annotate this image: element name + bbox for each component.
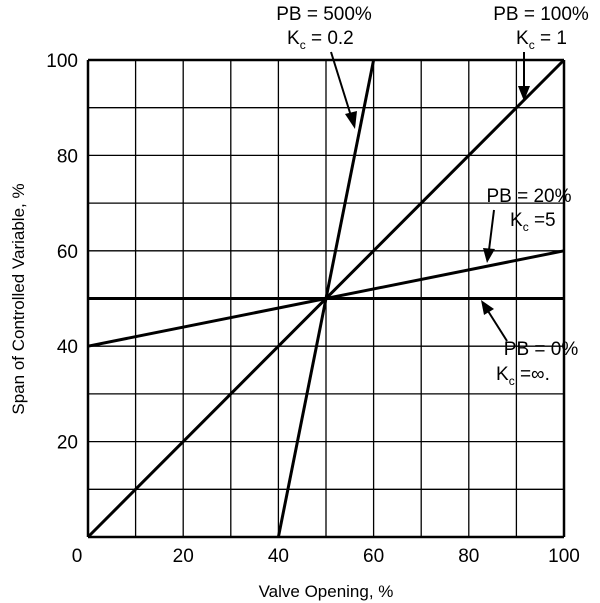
y-tick-label: 100 (46, 51, 78, 72)
x-tick-label: 60 (363, 546, 384, 567)
x-tick-label: 20 (173, 546, 194, 567)
annotation-pb-20: PB = 20% Kc =5 (483, 186, 572, 263)
series-layer (86, 58, 566, 539)
annotation-pb-0-arrow (487, 310, 508, 342)
y-tick-label: 60 (57, 242, 78, 263)
x-tick-label: 80 (458, 546, 479, 567)
annotation-pb-100: PB = 100% Kc = 1 (493, 4, 589, 101)
annotation-pb-0-line1: PB = 0% (504, 339, 579, 360)
annotation-pb-500: PB = 500% Kc = 0.2 (276, 4, 372, 129)
annotation-pb-0: PB = 0% Kc =∞. (481, 300, 578, 388)
annotation-pb-20-kc: Kc =5 (510, 210, 556, 234)
annotation-pb-500-kc: Kc = 0.2 (287, 28, 354, 52)
y-tick-label: 20 (57, 433, 78, 454)
x-tick-label: 100 (548, 546, 580, 567)
annotation-pb-500-arrow (330, 51, 352, 117)
x-tick-label: 40 (268, 546, 289, 567)
annotation-pb-100-line1: PB = 100% (493, 4, 589, 25)
annotation-pb-20-arrow (488, 209, 495, 251)
annotation-pb-0-arrowhead (481, 300, 494, 315)
x-axis-label: Valve Opening, % (259, 582, 394, 601)
x-tick-label: 0 (72, 546, 83, 567)
annotation-pb-100-kc: Kc = 1 (516, 28, 567, 52)
tick-labels: 0 20 40 60 80 100 20 40 60 80 100 (46, 51, 580, 567)
y-axis-label: Span of Controlled Variable, % (9, 183, 28, 414)
annotation-pb-20-line1: PB = 20% (486, 186, 571, 207)
annotation-pb-100-arrowhead (518, 86, 530, 101)
annotation-pb-500-arrowhead (345, 111, 357, 129)
y-tick-label: 80 (57, 146, 78, 167)
annotation-pb-20-arrowhead (483, 248, 495, 263)
y-tick-label: 40 (57, 337, 78, 358)
annotation-pb-500-line1: PB = 500% (276, 4, 372, 25)
annotation-pb-0-kc: Kc =∞. (496, 364, 550, 388)
grid (86, 58, 566, 539)
